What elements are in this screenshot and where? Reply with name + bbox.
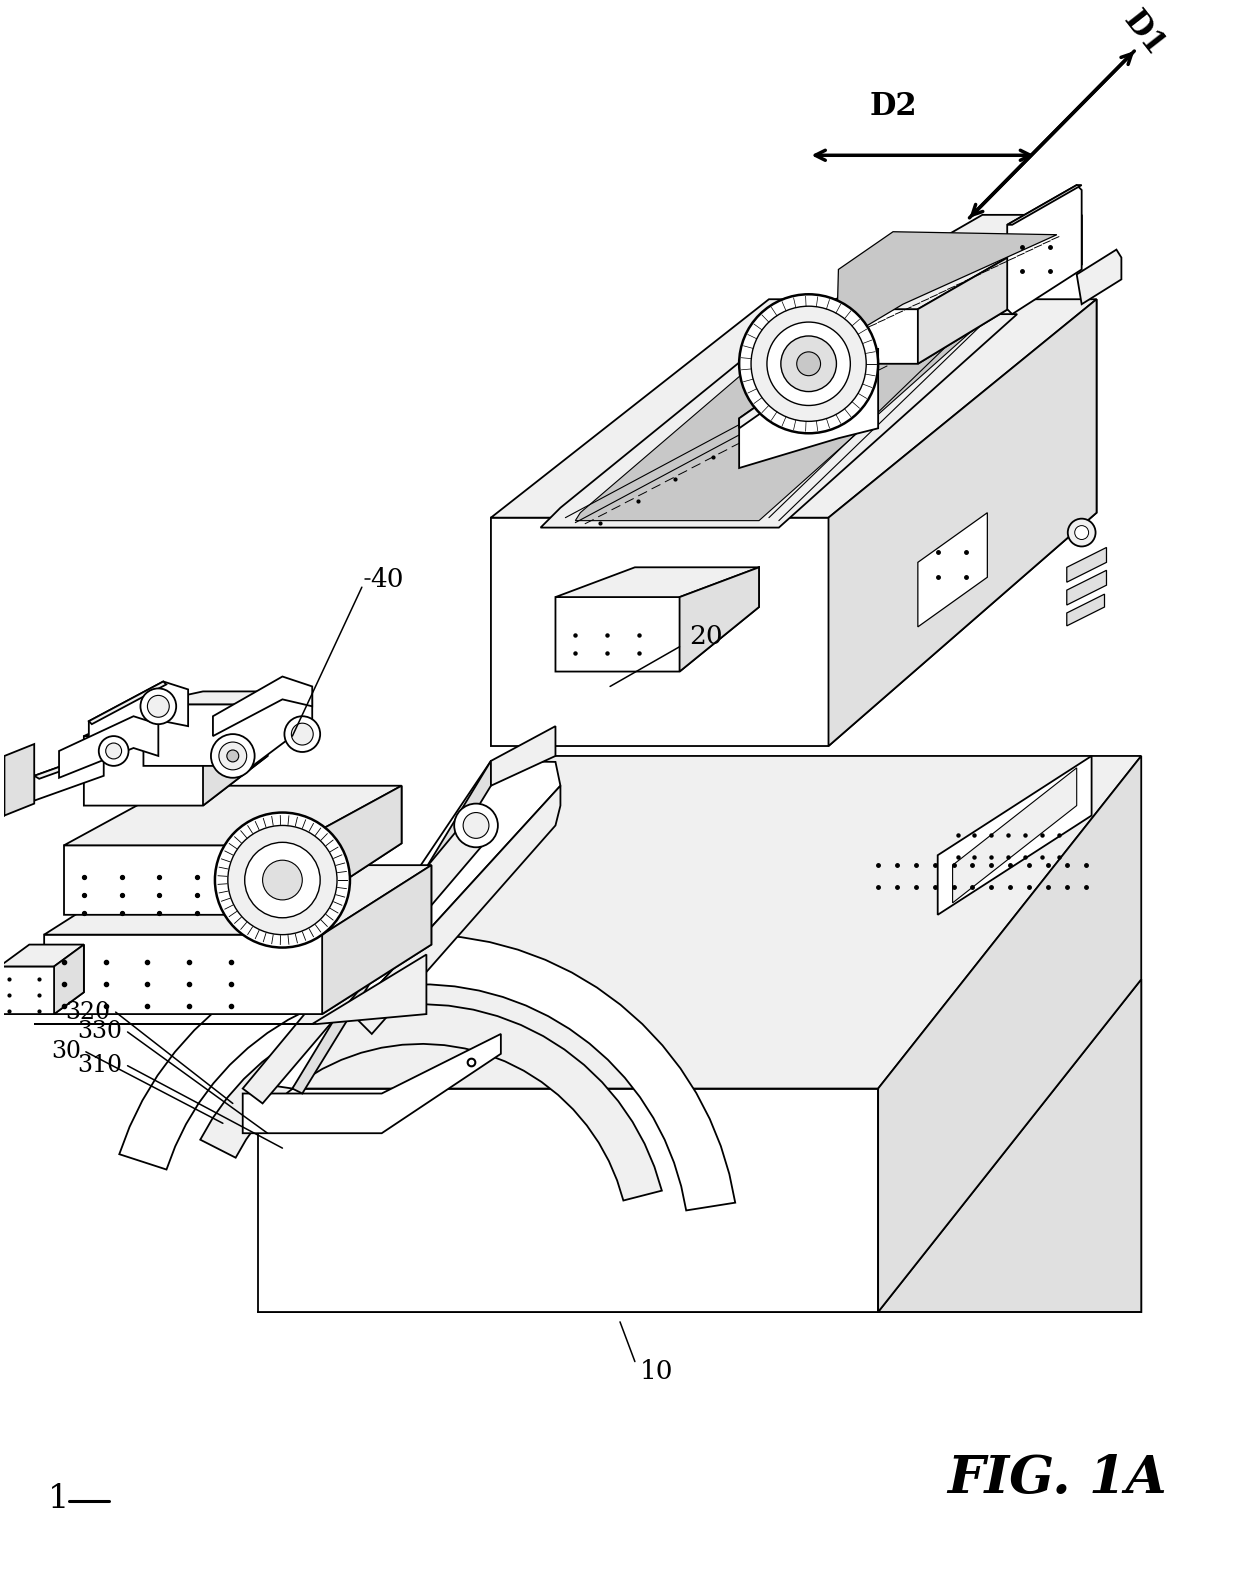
Polygon shape [258,755,1141,1089]
Circle shape [463,812,489,839]
Polygon shape [35,954,427,1024]
Polygon shape [556,567,759,672]
Circle shape [263,860,303,901]
Polygon shape [575,318,987,521]
Polygon shape [0,945,84,967]
Polygon shape [89,681,166,724]
Circle shape [766,322,851,406]
Polygon shape [1066,594,1105,626]
Polygon shape [918,512,987,627]
Polygon shape [144,692,312,766]
Polygon shape [680,567,759,672]
Polygon shape [144,692,312,705]
Text: 320: 320 [66,1000,110,1024]
Polygon shape [203,706,268,806]
Polygon shape [64,785,402,845]
Polygon shape [35,750,104,801]
Polygon shape [837,232,1056,344]
Text: 40: 40 [370,567,403,592]
Circle shape [227,750,239,762]
Circle shape [751,307,867,422]
Polygon shape [739,349,838,428]
Polygon shape [89,681,188,750]
Circle shape [211,735,254,777]
Polygon shape [5,744,35,815]
Circle shape [215,812,350,948]
Polygon shape [1007,185,1081,224]
Polygon shape [352,785,560,1033]
Polygon shape [258,1089,878,1311]
Polygon shape [828,299,1096,746]
Circle shape [1068,518,1096,547]
Circle shape [148,695,169,717]
Circle shape [105,743,122,758]
Polygon shape [293,762,491,1093]
Polygon shape [45,866,432,1014]
Text: 1: 1 [48,1482,69,1515]
Circle shape [99,736,129,766]
Circle shape [291,724,314,746]
Polygon shape [55,945,84,1014]
Polygon shape [64,785,402,915]
Polygon shape [878,755,1141,1311]
Polygon shape [739,349,878,468]
Circle shape [781,337,837,392]
Polygon shape [119,935,735,1210]
Polygon shape [878,980,1141,1311]
Polygon shape [273,762,560,1089]
Polygon shape [491,299,1096,518]
Polygon shape [258,980,1141,1311]
Circle shape [228,825,337,935]
Circle shape [244,842,320,918]
Polygon shape [201,1005,662,1201]
Polygon shape [818,215,1081,310]
Polygon shape [491,299,1096,746]
Polygon shape [293,785,402,915]
Text: D1: D1 [1117,5,1171,62]
Polygon shape [541,314,1017,528]
Text: 10: 10 [640,1359,673,1384]
Text: FIG. 1A: FIG. 1A [947,1454,1167,1504]
Polygon shape [1007,185,1081,314]
Circle shape [284,716,320,752]
Text: 20: 20 [689,624,723,649]
Polygon shape [952,768,1076,902]
Polygon shape [556,567,759,597]
Polygon shape [1066,547,1106,581]
Polygon shape [1066,570,1106,605]
Polygon shape [213,676,312,736]
Circle shape [140,689,176,724]
Polygon shape [322,866,432,1014]
Polygon shape [35,750,109,779]
Circle shape [797,352,821,376]
Circle shape [1075,526,1089,539]
Polygon shape [243,1033,501,1133]
Circle shape [219,743,247,769]
Polygon shape [84,706,268,806]
Polygon shape [937,755,1091,915]
Polygon shape [258,980,1141,1311]
Polygon shape [0,945,84,1014]
Polygon shape [60,716,159,777]
Polygon shape [45,866,432,935]
Text: 310: 310 [77,1054,123,1078]
Polygon shape [243,825,491,1103]
Circle shape [739,294,878,433]
Text: 30: 30 [51,1040,81,1063]
Polygon shape [918,215,1081,363]
Polygon shape [84,706,268,736]
Polygon shape [491,727,556,785]
Text: D2: D2 [869,92,916,122]
Circle shape [454,804,498,847]
Polygon shape [1076,250,1121,305]
Text: 330: 330 [78,1021,123,1043]
Polygon shape [818,215,1081,363]
